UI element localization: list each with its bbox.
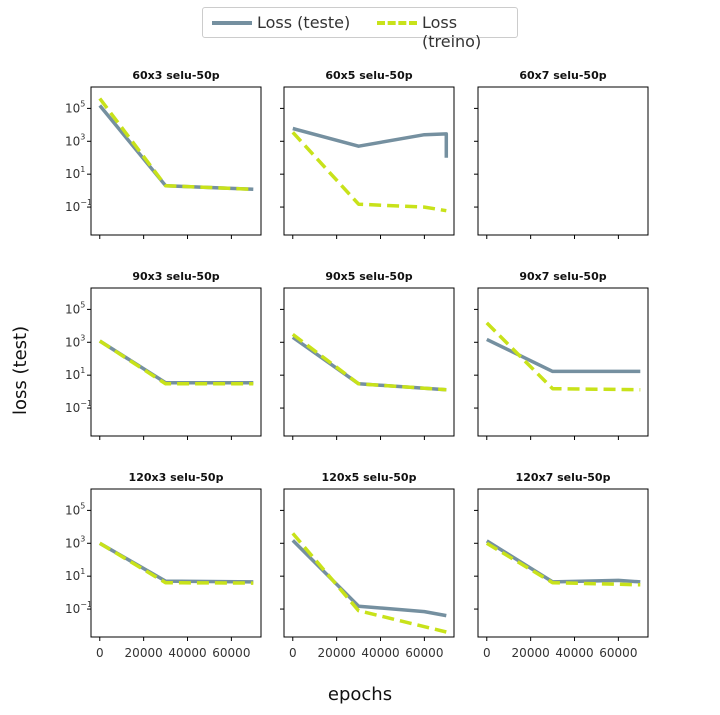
subplot-title: 90x3 selu-50p (132, 270, 219, 283)
x-tick-label: 0 (96, 646, 104, 660)
legend: Loss (teste) Loss (treino) (202, 7, 518, 51)
series-line-test (98, 339, 254, 385)
subplot-1: 60x3 selu-50p 10−1 101 103 105 (65, 69, 262, 239)
series-line-test (291, 539, 447, 618)
series-line-train (98, 97, 254, 192)
subplot-title: 90x7 selu-50p (519, 270, 606, 283)
subplot-9: 120x7 selu-50p 0 20000 40000 60000 (474, 471, 649, 660)
x-tick-label: 0 (483, 646, 491, 660)
series-line-train (291, 532, 447, 634)
plot-frame (90, 287, 262, 437)
series-line-train (291, 333, 447, 392)
plot-frame (283, 488, 455, 638)
x-tick-label: 40000 (168, 646, 206, 660)
legend-train-swatch (377, 21, 417, 25)
subplot-title: 120x7 selu-50p (516, 471, 611, 484)
series-line-test (292, 126, 449, 158)
y-tick-label: 105 (65, 99, 85, 115)
subplot-6: 90x7 selu-50p (474, 270, 649, 440)
x-tick-label: 40000 (555, 646, 593, 660)
series-line-test (485, 539, 641, 584)
plot-frame (283, 86, 455, 236)
series-line-train (485, 541, 641, 587)
y-tick-label: 101 (65, 366, 85, 382)
y-tick-label: 10−1 (65, 198, 92, 214)
legend-test-swatch (212, 21, 252, 25)
subplot-4: 90x3 selu-50p 10−1 101 103 105 (65, 270, 262, 440)
series-line-test (98, 104, 254, 192)
x-tick-label: 40000 (361, 646, 399, 660)
legend-train-label: Loss (treino) (422, 13, 482, 51)
x-tick-label: 20000 (125, 646, 163, 660)
subplot-title: 90x5 selu-50p (325, 270, 412, 283)
x-tick-label: 60000 (599, 646, 637, 660)
y-tick-label: 103 (65, 132, 85, 148)
x-tick-label: 60000 (405, 646, 443, 660)
series-line-train (98, 339, 254, 386)
y-tick-label: 101 (65, 165, 85, 181)
y-tick-label: 10−1 (65, 399, 92, 415)
subplot-title: 120x3 selu-50p (129, 471, 224, 484)
subplot-8: 120x5 selu-50p 0 20000 40000 60000 (280, 471, 455, 660)
plot-frame (90, 488, 262, 638)
series-line-train (485, 321, 641, 392)
y-axis-label: loss (test) (10, 325, 31, 415)
y-tick-label: 10−1 (65, 600, 92, 616)
subplot-title: 60x5 selu-50p (325, 69, 412, 82)
subplot-3: 60x7 selu-50p (474, 69, 649, 239)
series-line-train (291, 131, 447, 213)
subplot-2: 60x5 selu-50p (280, 69, 455, 239)
plot-frame (477, 86, 649, 236)
x-axis-label: epochs (327, 684, 393, 705)
y-tick-label: 105 (65, 501, 85, 517)
y-tick-label: 101 (65, 567, 85, 583)
subplot-title: 60x7 selu-50p (519, 69, 606, 82)
plot-frame (283, 287, 455, 437)
subplot-5: 90x5 selu-50p (280, 270, 455, 440)
y-tick-label: 103 (65, 333, 85, 349)
x-tick-label: 20000 (318, 646, 356, 660)
series-line-train (98, 541, 254, 585)
plot-frame (477, 287, 649, 437)
subplot-title: 120x5 selu-50p (322, 471, 417, 484)
x-tick-label: 60000 (212, 646, 250, 660)
plot-frame (90, 86, 262, 236)
y-tick-label: 103 (65, 534, 85, 550)
series-line-test (291, 335, 447, 392)
legend-test-label: Loss (teste) (257, 13, 351, 32)
plot-frame (477, 488, 649, 638)
subplot-title: 60x3 selu-50p (132, 69, 219, 82)
subplot-7: 120x3 selu-50p 10−1 101 103 105 0 20000 40000 60… (65, 471, 262, 660)
x-tick-label: 20000 (512, 646, 550, 660)
x-tick-label: 0 (289, 646, 297, 660)
series-line-test (486, 337, 641, 374)
series-line-test (98, 541, 254, 584)
y-tick-label: 105 (65, 300, 85, 316)
